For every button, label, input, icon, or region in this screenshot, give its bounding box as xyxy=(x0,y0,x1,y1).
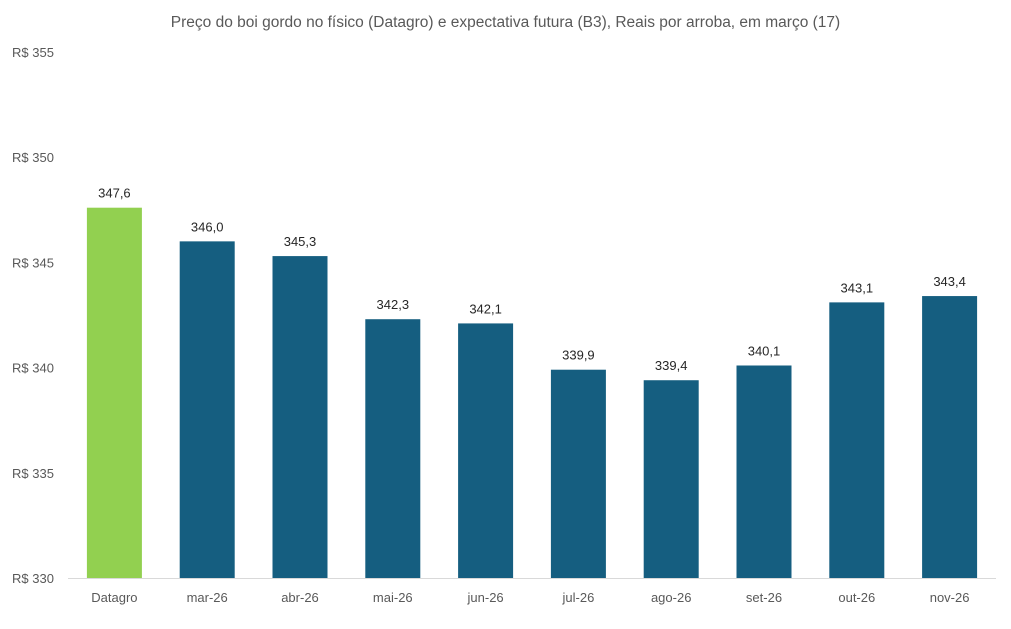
x-tick-label: nov-26 xyxy=(930,590,970,605)
bar-datagro xyxy=(86,207,142,579)
bar-jun-26 xyxy=(458,323,514,578)
x-tick-label: jun-26 xyxy=(467,590,504,605)
data-label: 346,0 xyxy=(191,219,224,234)
bar-ago-26 xyxy=(643,380,699,578)
y-tick-label: R$ 335 xyxy=(12,466,54,481)
x-tick-label: abr-26 xyxy=(281,590,319,605)
x-axis: Datagro mar-26 abr-26 mai-26 jun-26 jul-26 ago… xyxy=(68,578,996,605)
x-tick-label: mai-26 xyxy=(373,590,413,605)
x-tick-label: mar-26 xyxy=(187,590,228,605)
data-label: 347,6 xyxy=(98,186,131,201)
data-label: 339,4 xyxy=(655,358,688,373)
bar-abr-26 xyxy=(272,256,328,578)
x-tick-label: out-26 xyxy=(838,590,875,605)
bar-jul-26 xyxy=(550,369,606,578)
data-label: 345,3 xyxy=(284,234,317,249)
data-label: 343,4 xyxy=(933,274,966,289)
y-tick-label: R$ 355 xyxy=(12,45,54,60)
y-tick-label: R$ 345 xyxy=(12,255,54,270)
y-tick-label: R$ 340 xyxy=(12,361,54,376)
chart-title: Preço do boi gordo no físico (Datagro) e… xyxy=(170,14,841,31)
x-tick-label: ago-26 xyxy=(651,590,691,605)
data-label: 342,1 xyxy=(469,301,502,316)
bar-nov-26 xyxy=(922,296,978,578)
x-tick-label: set-26 xyxy=(746,590,782,605)
y-axis: R$ 330 R$ 335 R$ 340 R$ 345 R$ 350 R$ 355 xyxy=(12,45,54,586)
x-tick-label: Datagro xyxy=(91,590,137,605)
bar-mar-26 xyxy=(179,241,235,579)
data-label: 340,1 xyxy=(748,343,781,358)
bar-out-26 xyxy=(829,302,885,578)
y-tick-label: R$ 350 xyxy=(12,150,54,165)
data-labels: 347,6 346,0 345,3 342,3 342,1 339,9 339,4 340,1… xyxy=(98,186,966,374)
y-tick-label: R$ 330 xyxy=(12,571,54,586)
bar-set-26 xyxy=(736,365,792,578)
data-label: 343,1 xyxy=(841,280,874,295)
data-label: 339,9 xyxy=(562,348,595,363)
data-label: 342,3 xyxy=(377,297,410,312)
bars xyxy=(86,207,978,579)
bar-mai-26 xyxy=(365,319,421,578)
x-tick-label: jul-26 xyxy=(562,590,595,605)
